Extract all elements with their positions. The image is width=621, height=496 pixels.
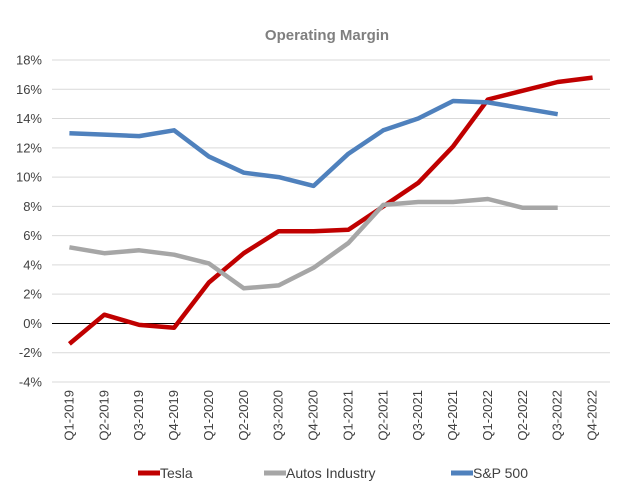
y-axis-ticks: -4% -2% 0% 2% 4% 6% 8% 10% 12% 14% 16% 18% [16,53,42,390]
y-tick-label: 16% [16,82,42,97]
y-tick-label: 2% [23,287,42,302]
legend-label: Tesla [160,465,193,481]
x-tick-label: Q4-2019 [166,390,181,441]
y-tick-label: -2% [19,345,43,360]
y-tick-label: 4% [23,257,42,272]
legend-item-s-p-500: S&P 500 [451,465,528,481]
x-tick-label: Q2-2019 [96,390,111,441]
y-tick-label: 10% [16,170,42,185]
x-tick-label: Q4-2020 [306,390,321,441]
x-tick-label: Q1-2019 [61,390,76,441]
y-tick-label: -4% [19,375,43,390]
series-lines [67,75,593,346]
x-tick-label: Q1-2021 [340,390,355,441]
y-tick-label: 18% [16,53,42,68]
series-s-p-500 [69,98,559,189]
y-tick-label: 12% [16,140,42,155]
x-tick-label: Q3-2020 [271,390,286,441]
y-tick-label: 6% [23,228,42,243]
y-tick-label: 0% [23,316,42,331]
x-tick-label: Q3-2022 [550,390,565,441]
legend-item-tesla: Tesla [138,465,193,481]
series-autos-industry [69,196,558,291]
x-tick-label: Q1-2022 [480,390,495,441]
x-tick-label: Q3-2019 [131,390,146,441]
series-tesla [67,75,593,346]
legend-item-autos-industry: Autos Industry [264,465,376,481]
x-tick-label: Q4-2022 [585,390,600,441]
x-axis-ticks: Q1-2019 Q2-2019 Q3-2019 Q4-2019 Q1-2020 Q2-20… [61,390,599,441]
x-tick-label: Q4-2021 [445,390,460,441]
x-tick-label: Q2-2020 [236,390,251,441]
series-line-tesla [67,75,593,346]
y-tick-label: 8% [23,199,42,214]
x-tick-label: Q2-2022 [515,390,530,441]
y-tick-label: 14% [16,111,42,126]
x-tick-label: Q3-2021 [410,390,425,441]
legend-label: Autos Industry [286,465,376,481]
chart-title: Operating Margin [265,27,389,44]
legend: Tesla Autos Industry S&P 500 [138,465,528,481]
series-line-s-p-500 [69,98,559,189]
legend-label: S&P 500 [473,465,528,481]
x-tick-label: Q1-2020 [201,390,216,441]
x-tick-label: Q2-2021 [375,390,390,441]
series-line-autos-industry [69,196,558,291]
